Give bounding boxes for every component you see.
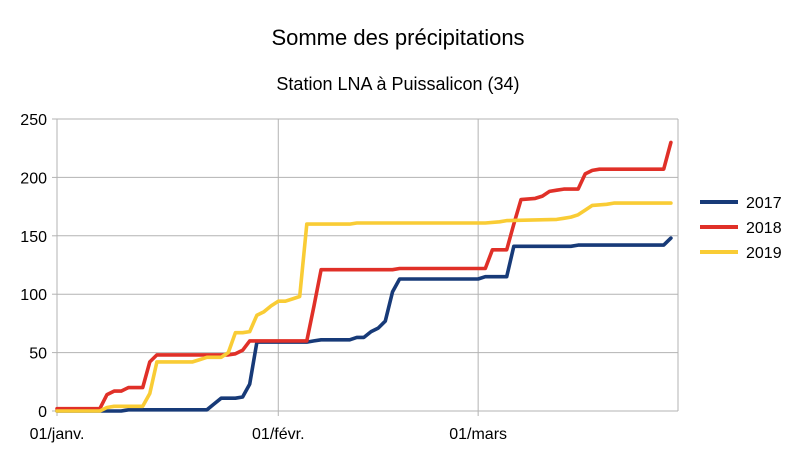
x-tick-label: 01/févr.: [252, 426, 304, 443]
chart-title: Somme des précipitations: [271, 25, 524, 50]
x-tick-label: 01/janv.: [30, 426, 85, 443]
series-layer: [55, 140, 673, 413]
y-tick-label: 250: [20, 112, 47, 129]
legend-label-2019: 2019: [746, 245, 782, 262]
y-tick-label: 200: [20, 170, 47, 187]
legend: 2017 2018 2019: [700, 195, 782, 262]
series-line-2017: [55, 236, 673, 413]
x-tick-label: 01/mars: [449, 426, 507, 443]
chart-subtitle: Station LNA à Puissalicon (34): [276, 74, 519, 94]
legend-label-2017: 2017: [746, 195, 782, 212]
legend-label-2018: 2018: [746, 220, 782, 237]
y-tick-label: 150: [20, 229, 47, 246]
series-line-2018: [55, 140, 673, 411]
y-tick-label: 0: [38, 404, 47, 421]
axis-layer: 0 50 100 150 200 250 01/janv. 01/févr. 01/mars: [20, 112, 679, 443]
y-tick-label: 100: [20, 287, 47, 304]
y-tick-label: 50: [29, 346, 47, 363]
series-line-2019: [55, 201, 673, 413]
